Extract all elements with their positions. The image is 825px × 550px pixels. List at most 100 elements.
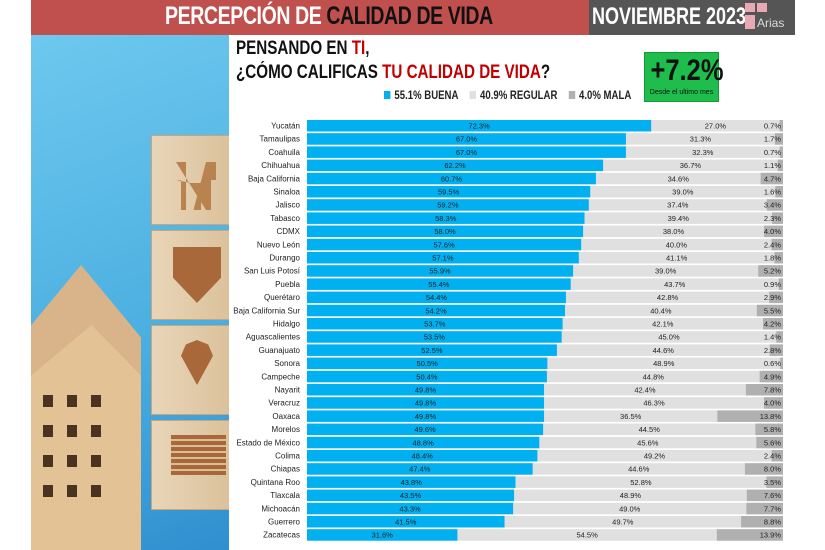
value-label-buena: 72.3%: [468, 122, 490, 131]
bar-mala: [745, 384, 783, 396]
value-label-buena: 43.8%: [401, 478, 423, 487]
bar-regular: [307, 450, 783, 462]
bar-buena: [307, 186, 591, 198]
q2c: ?: [540, 62, 551, 83]
value-label-buena: 31.6%: [372, 531, 394, 540]
bar-mala: [717, 410, 783, 422]
value-label-mala: 4.0%: [764, 227, 781, 236]
value-label-buena: 52.5%: [421, 346, 443, 355]
value-label-buena: 54.2%: [425, 306, 447, 315]
legend-label: 40.9% REGULAR: [480, 88, 558, 102]
value-label-regular: 42.4%: [634, 386, 656, 395]
bar-buena: [307, 370, 547, 383]
q2b: TU CALIDAD DE VIDA: [382, 62, 541, 83]
legend-buena: 55.1% BUENA: [384, 88, 458, 102]
bar-buena: [307, 278, 571, 290]
value-label-buena: 54.4%: [426, 293, 448, 302]
bar-mala: [763, 318, 783, 330]
bar-mala: [755, 423, 783, 436]
bar-mala: [772, 212, 783, 224]
logo-text: Arias: [757, 16, 785, 30]
bar-buena: [307, 238, 582, 251]
category-label: Baja California: [248, 174, 301, 183]
category-label: Sinaloa: [273, 188, 300, 197]
bar-regular: [307, 423, 783, 436]
value-label-buena: 43.5%: [400, 491, 422, 500]
category-label: Tabasco: [270, 214, 300, 223]
bar-buena: [307, 212, 585, 224]
bar-buena: [307, 146, 626, 158]
value-label-regular: 42.8%: [657, 293, 679, 302]
category-label: Jalisco: [276, 201, 301, 210]
category-label: CDMX: [276, 227, 300, 236]
value-label-mala: 5.8%: [764, 425, 781, 434]
value-label-mala: 2.4%: [764, 452, 781, 461]
coins-icon: [171, 435, 226, 475]
bar-buena: [307, 331, 562, 343]
value-label-mala: 1.1%: [764, 161, 781, 170]
bar-buena: [307, 304, 565, 317]
category-label: Colima: [275, 452, 300, 461]
bar-buena: [307, 133, 626, 145]
value-label-regular: 45.6%: [637, 438, 659, 447]
bar-buena: [307, 502, 514, 515]
bar-mala: [769, 291, 783, 304]
value-label-regular: 48.9%: [620, 491, 642, 500]
value-label-regular: 37.4%: [667, 201, 689, 210]
category-label: Chihuahua: [261, 161, 300, 170]
bar-buena: [307, 476, 516, 488]
title-part2: CALIDAD DE VIDA: [326, 2, 493, 30]
bar-regular: [307, 397, 783, 409]
category-label: Querétaro: [264, 293, 301, 302]
value-label-mala: 7.6%: [764, 491, 781, 500]
date-label: NOVIEMBRE 2023: [592, 3, 747, 30]
bar-mala: [756, 304, 783, 317]
value-label-regular: 41.1%: [666, 254, 688, 263]
bar-buena: [307, 463, 533, 475]
bar-mala: [758, 265, 783, 277]
value-label-regular: 54.5%: [576, 531, 598, 540]
value-label-buena: 59.5%: [438, 188, 460, 197]
category-label: Morelos: [272, 425, 300, 434]
bar-mala: [763, 397, 783, 409]
value-label-regular: 36.5%: [620, 412, 642, 421]
bar-buena: [307, 225, 584, 238]
bar-regular: [307, 436, 783, 449]
value-label-buena: 53.7%: [424, 320, 446, 329]
value-label-mala: 2.8%: [764, 346, 781, 355]
value-label-mala: 1.6%: [764, 188, 781, 197]
bar-mala: [760, 172, 783, 185]
value-label-regular: 49.7%: [612, 518, 634, 527]
bar-regular: [307, 502, 783, 515]
value-label-mala: 7.7%: [764, 504, 781, 513]
value-label-regular: 52.8%: [630, 478, 652, 487]
category-label: Chiapas: [271, 465, 300, 474]
bar-buena: [307, 489, 515, 502]
value-label-buena: 59.2%: [437, 201, 459, 210]
value-label-regular: 44.8%: [643, 372, 665, 381]
bar-mala: [716, 529, 783, 541]
value-label-buena: 50.4%: [416, 372, 438, 381]
legend: 55.1% BUENA 40.9% REGULAR 4.0% MALA: [384, 88, 631, 102]
bar-buena: [307, 172, 596, 185]
change-value: +7.2%: [650, 54, 724, 87]
value-label-buena: 41.5%: [395, 518, 417, 527]
bar-mala: [774, 133, 783, 145]
legend-mala: 4.0% MALA: [568, 88, 631, 102]
bar-mala: [741, 516, 783, 528]
bar-buena: [307, 291, 566, 304]
value-label-mala: 2.3%: [764, 214, 781, 223]
value-label-buena: 67.0%: [456, 148, 478, 157]
value-label-buena: 49.8%: [415, 386, 437, 395]
value-label-mala: 0.9%: [764, 280, 781, 289]
bar-regular: [307, 384, 783, 396]
value-label-mala: 3.4%: [764, 201, 781, 210]
legend-label: 55.1% BUENA: [394, 88, 459, 102]
bar-mala: [779, 146, 783, 158]
bar-mala: [766, 476, 783, 488]
value-label-buena: 57.1%: [432, 254, 454, 263]
value-label-buena: 48.8%: [413, 438, 435, 447]
category-label: Nayarit: [275, 386, 301, 395]
value-label-mala: 2.4%: [764, 240, 781, 249]
